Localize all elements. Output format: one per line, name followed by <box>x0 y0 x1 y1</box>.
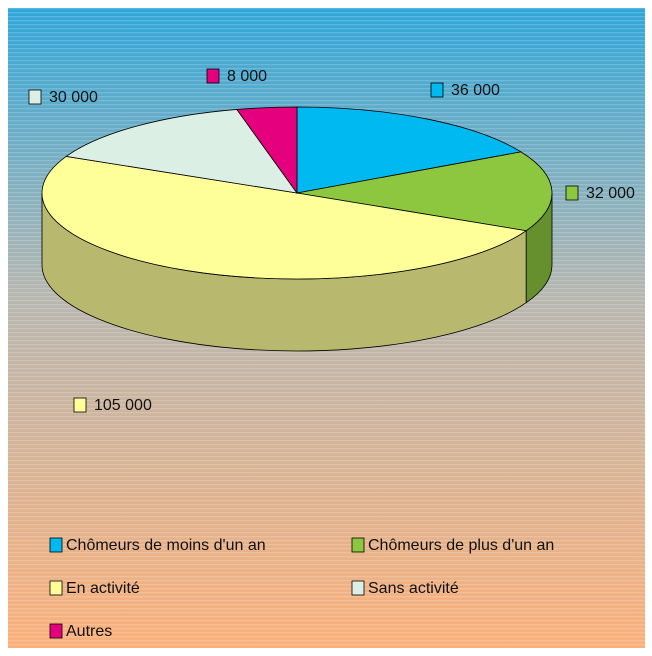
legend-swatch <box>49 580 63 596</box>
label-swatch <box>28 89 42 105</box>
slice <box>236 106 298 195</box>
legend-label: Sans activité <box>368 580 459 597</box>
data-label: 30 000 <box>49 89 98 106</box>
data-label: 32 000 <box>586 185 635 202</box>
legend-label: Autres <box>66 623 112 640</box>
slice <box>41 156 528 280</box>
label-swatch <box>565 185 579 201</box>
slice <box>65 109 298 194</box>
label-swatch <box>430 82 444 98</box>
legend-label: En activité <box>66 580 140 597</box>
label-swatch <box>73 397 87 413</box>
data-label: 105 000 <box>94 397 152 414</box>
legend-swatch <box>49 623 63 639</box>
legend-swatch <box>351 580 365 596</box>
label-swatch <box>206 68 220 84</box>
legend-label: Chômeurs de plus d'un an <box>368 537 554 554</box>
legend-swatch <box>49 537 63 553</box>
data-label: 8 000 <box>227 68 267 85</box>
legend-label: Chômeurs de moins d'un an <box>66 537 266 554</box>
slice <box>296 106 523 194</box>
data-label: 36 000 <box>451 82 500 99</box>
slice <box>296 151 553 232</box>
legend-swatch <box>351 537 365 553</box>
